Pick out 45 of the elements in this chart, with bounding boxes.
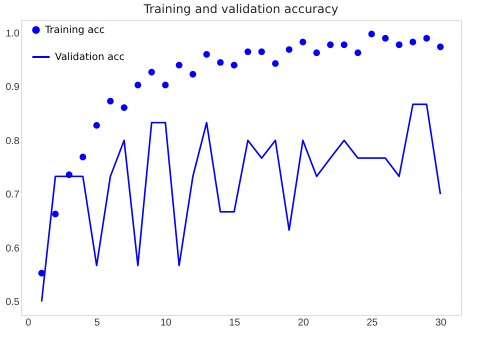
point (203, 51, 210, 58)
x-tick-label: 10 (160, 318, 172, 328)
chart-title: Training and validation accuracy (142, 2, 338, 16)
x-tick-label: 30 (435, 318, 447, 328)
line-series (40, 104, 442, 302)
point (313, 49, 320, 56)
x-tick-label: 0 (26, 318, 32, 328)
point (382, 34, 389, 42)
x-tick-label: 15 (229, 318, 241, 328)
point (162, 82, 169, 88)
point (176, 62, 182, 68)
point (272, 60, 279, 67)
point (286, 46, 292, 53)
point (423, 34, 430, 42)
point (410, 38, 416, 46)
point (190, 70, 196, 78)
point (340, 41, 348, 48)
y-tick-label: 0.5 (6, 297, 20, 308)
point (148, 68, 155, 76)
y-tick-label: 0.8 (6, 136, 20, 147)
point (93, 122, 100, 129)
x-tick-label: 20 (298, 318, 310, 328)
point (368, 30, 375, 38)
point (120, 104, 128, 111)
point (52, 210, 59, 218)
y-tick-label: 0.9 (6, 82, 20, 94)
point (396, 41, 402, 48)
point (217, 59, 224, 66)
point (107, 98, 114, 104)
y-tick-label: 0.6 (6, 243, 20, 254)
y-tick-label: 1.0 (6, 28, 20, 40)
point (230, 62, 238, 68)
y-tick-label: 0.7 (6, 190, 20, 201)
legend-label: Validation acc (55, 52, 125, 63)
legend-label: Training acc (44, 25, 105, 36)
point (300, 38, 306, 46)
x-tick-label: 25 (366, 318, 378, 328)
point (80, 154, 86, 160)
point (437, 44, 444, 50)
point (134, 82, 142, 88)
point (258, 48, 265, 56)
x-tick-label: 5 (94, 318, 100, 328)
point (327, 41, 334, 48)
point (244, 48, 252, 56)
point (354, 49, 362, 56)
